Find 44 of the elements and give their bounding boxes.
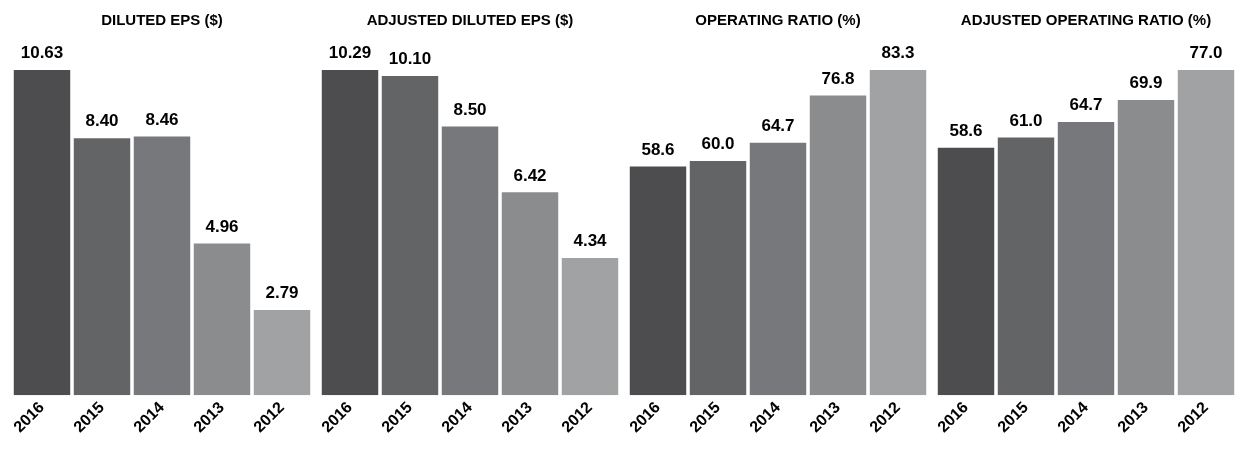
bar <box>381 76 439 396</box>
chart-title: ADJUSTED OPERATING RATIO (%) <box>960 11 1212 29</box>
bar <box>937 147 995 396</box>
data-label: 76.8 <box>821 68 855 88</box>
data-label: 6.42 <box>513 165 547 185</box>
data-label: 2.79 <box>265 283 299 303</box>
bar <box>689 160 747 396</box>
data-label: 10.10 <box>388 49 432 69</box>
bar <box>561 258 619 396</box>
bar <box>1117 99 1175 396</box>
bar <box>501 192 559 396</box>
data-label: 58.6 <box>949 120 983 140</box>
data-label: 10.63 <box>20 43 64 63</box>
chart-title: OPERATING RATIO (%) <box>695 11 861 29</box>
chart-title: DILUTED EPS ($) <box>101 11 223 29</box>
data-label: 77.0 <box>1189 43 1223 63</box>
data-label: 4.96 <box>205 216 239 236</box>
data-label: 8.50 <box>453 99 487 119</box>
bar <box>13 70 71 396</box>
bar <box>133 136 191 396</box>
data-label: 4.34 <box>573 231 608 251</box>
data-label: 10.29 <box>328 43 372 63</box>
data-label: 64.7 <box>761 115 795 135</box>
data-label: 69.9 <box>1129 73 1163 93</box>
data-label: 61.0 <box>1009 110 1043 130</box>
bar <box>1057 121 1115 396</box>
data-label: 60.0 <box>701 134 735 154</box>
bar <box>73 138 131 396</box>
bar <box>1177 70 1235 396</box>
bar <box>321 70 379 396</box>
data-label: 83.3 <box>881 43 915 63</box>
data-label: 8.40 <box>85 111 119 131</box>
data-label: 64.7 <box>1069 95 1103 115</box>
bar <box>997 137 1055 396</box>
chart-title: ADJUSTED DILUTED EPS ($) <box>366 11 574 29</box>
bar <box>441 126 499 396</box>
bar <box>253 309 311 396</box>
data-label: 8.46 <box>145 109 179 129</box>
data-label: 58.6 <box>641 139 675 159</box>
bar <box>749 142 807 396</box>
bar <box>629 166 687 396</box>
bar <box>193 243 251 396</box>
bar <box>809 95 867 396</box>
bar <box>869 70 927 396</box>
